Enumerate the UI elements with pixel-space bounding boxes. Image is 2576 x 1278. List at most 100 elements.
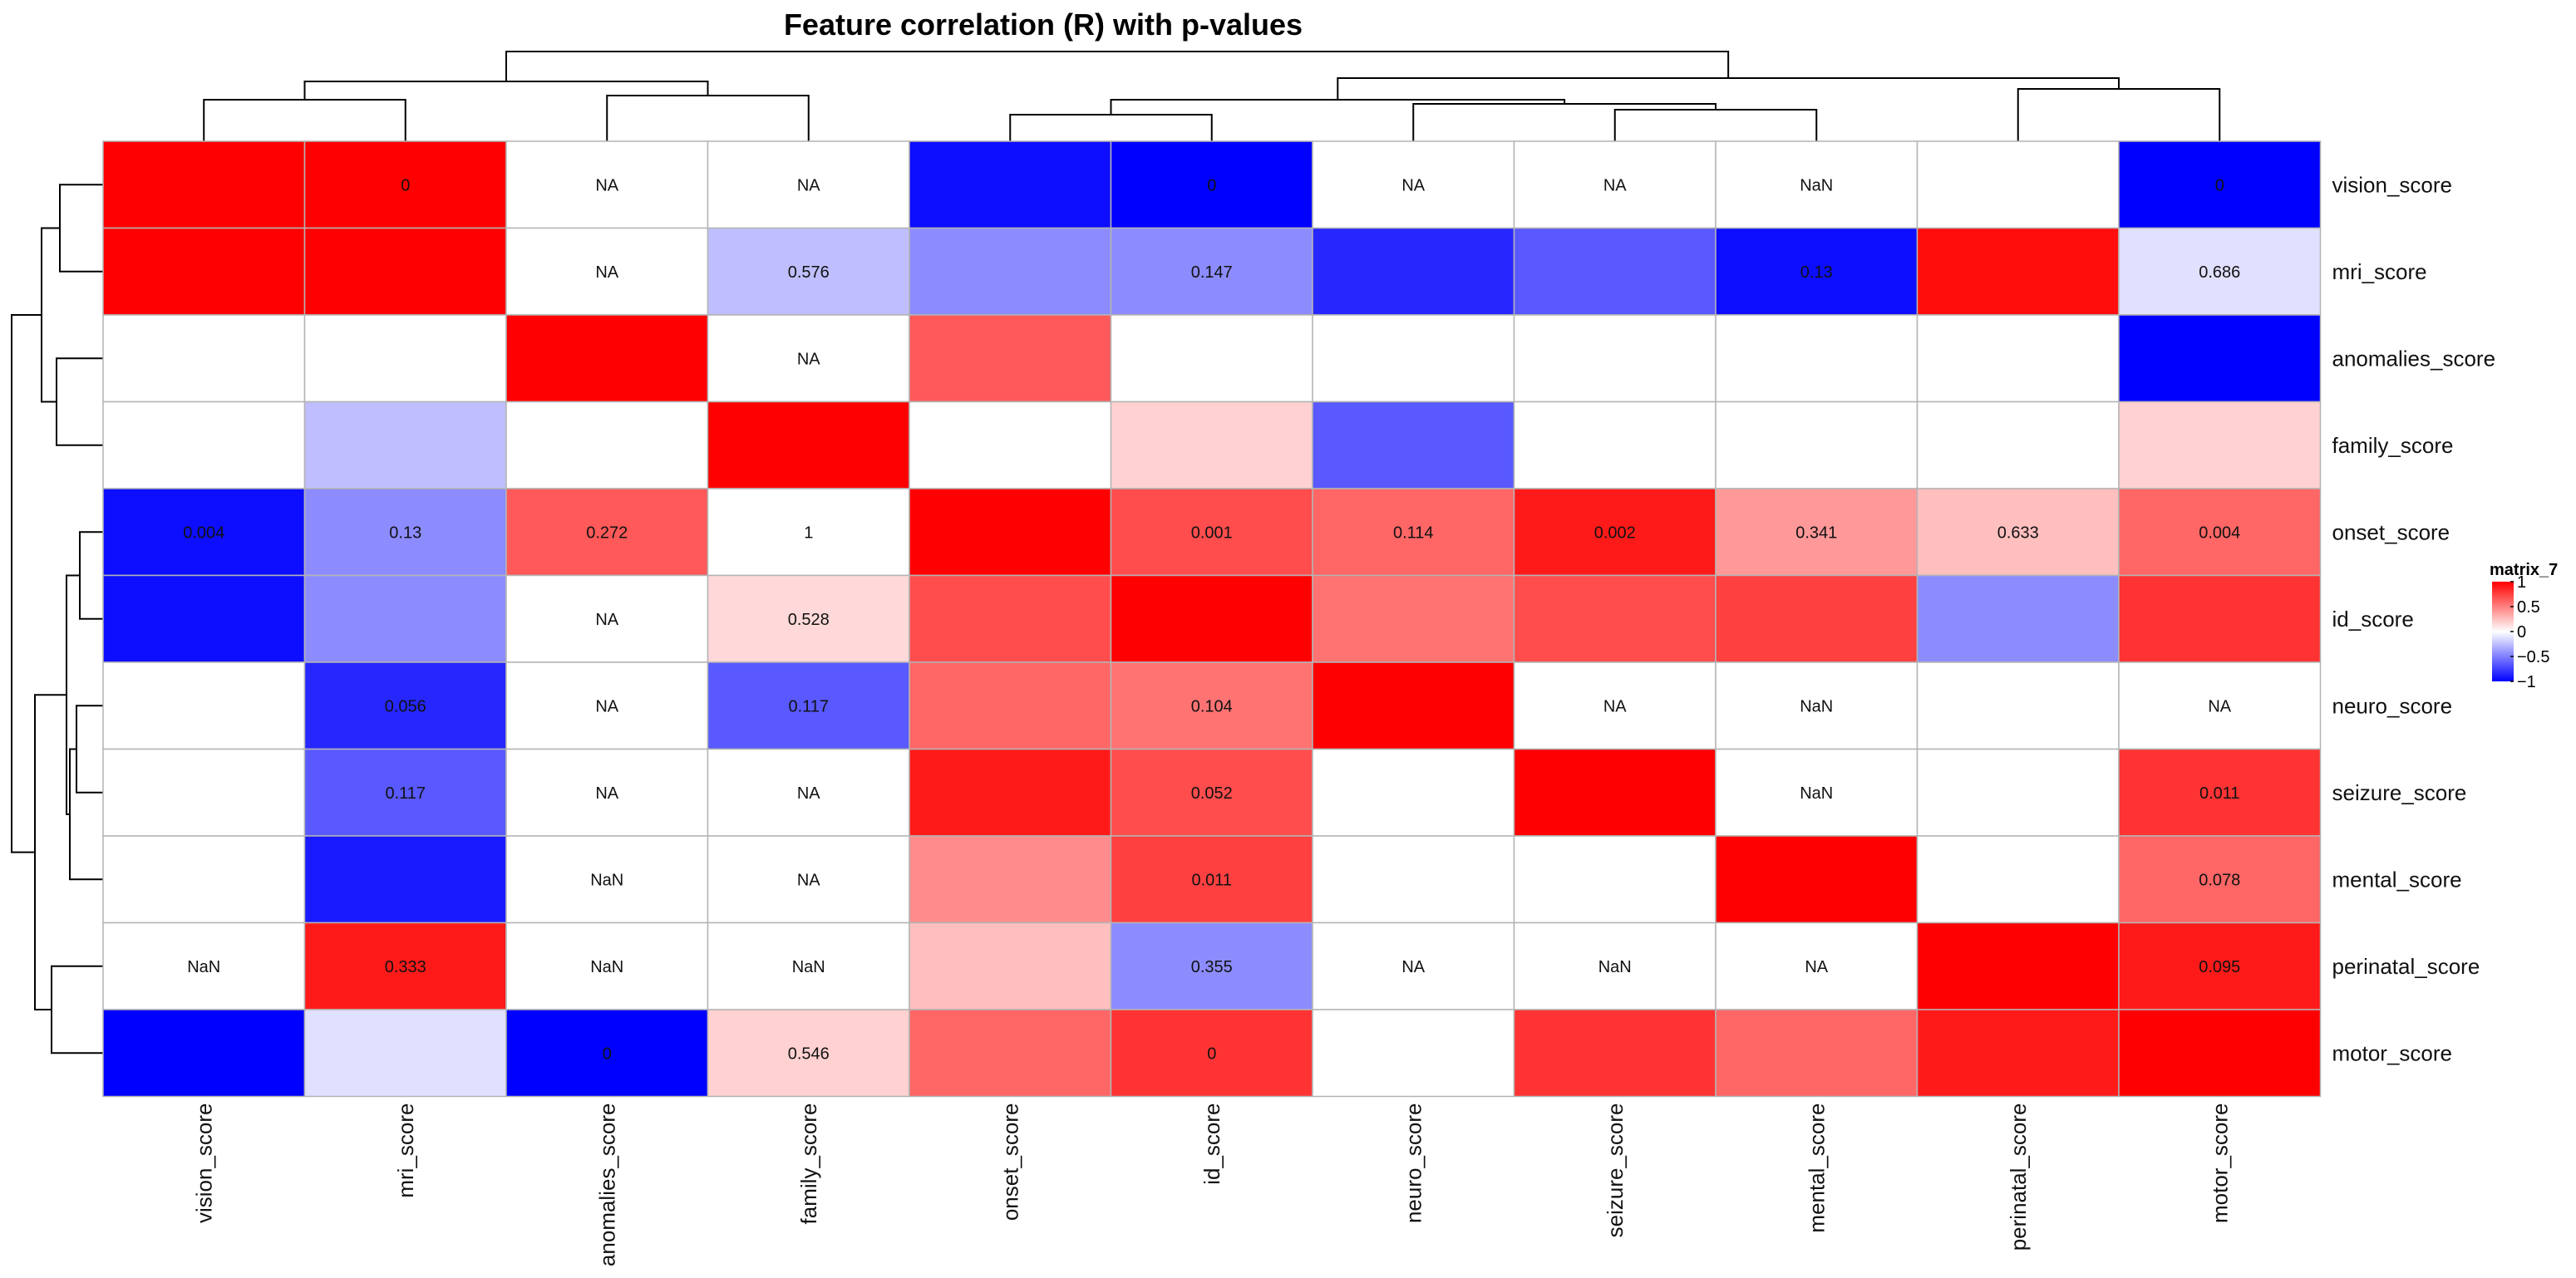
heatmap-cell: [909, 574, 1112, 663]
row-dendrogram-branch: [11, 314, 42, 853]
legend-tick-label: −0.5: [2517, 648, 2549, 666]
heatmap-cell: [2118, 401, 2322, 489]
heatmap-cell: [1312, 1009, 1515, 1098]
heatmap-cell: [303, 488, 507, 577]
heatmap-cell: [1312, 835, 1515, 924]
cell-label: 0.114: [1393, 523, 1434, 542]
column-dendrogram-branch: [1337, 77, 2120, 100]
column-label: family_score: [796, 1104, 821, 1225]
heatmap-cell: [102, 1009, 306, 1098]
heatmap-cell: [505, 488, 709, 577]
cell-label: 0.001: [1191, 523, 1233, 542]
heatmap-cell: [2118, 488, 2322, 577]
heatmap-cell: [303, 661, 507, 750]
heatmap-cell: [909, 488, 1112, 577]
cell-label: 0: [2215, 176, 2224, 194]
cell-label: NA: [1401, 176, 1425, 194]
heatmap-cell: [1110, 1009, 1313, 1098]
heatmap-cell: [1312, 314, 1515, 403]
heatmap-cell: [102, 661, 306, 750]
heatmap-cell: [2118, 314, 2322, 403]
cell-label: NA: [595, 176, 618, 194]
row-label: motor_score: [2332, 1040, 2453, 1065]
cell-label: 0.095: [2199, 958, 2240, 976]
cell-label: NaN: [1800, 176, 1833, 194]
heatmap-cell: [1916, 314, 2120, 403]
column-dendrogram-branch: [606, 95, 810, 141]
row-dendrogram-branch: [59, 184, 103, 273]
cell-label: 0.117: [385, 784, 426, 803]
row-dendrogram-branch: [76, 705, 103, 794]
heatmap-cell: [909, 922, 1112, 1010]
column-dendrogram-branch: [203, 99, 406, 141]
column-dendrogram-branch: [505, 51, 1730, 81]
column-dendrogram-branch: [1613, 109, 1818, 141]
cell-label: 0.686: [2199, 263, 2240, 282]
heatmap-cell: [1312, 401, 1515, 489]
heatmap-cell: [707, 227, 910, 316]
row-label: onset_score: [2332, 519, 2450, 544]
cell-label: 0.355: [1191, 958, 1233, 976]
heatmap-cell: [505, 835, 709, 924]
heatmap-cell: [707, 140, 910, 229]
column-label: id_score: [1199, 1104, 1224, 1185]
cell-label: 0.104: [1191, 697, 1233, 715]
row-label: family_score: [2332, 433, 2454, 458]
column-label: mental_score: [1804, 1104, 1829, 1233]
cell-label: NA: [1805, 958, 1828, 976]
heatmap-cell: [303, 140, 507, 229]
legend-tick-label: 0.5: [2517, 598, 2540, 617]
heatmap-cell: [102, 835, 306, 924]
cell-label: 0.004: [183, 523, 224, 542]
heatmap-cell: [1715, 748, 1918, 837]
heatmap-cell: [1312, 661, 1515, 750]
cell-label: 0.117: [788, 697, 829, 715]
heatmap-cell: [1513, 1009, 1717, 1098]
heatmap-cell: [707, 835, 910, 924]
column-label: neuro_score: [1401, 1104, 1426, 1224]
row-label: neuro_score: [2332, 693, 2453, 718]
cell-label: 0.333: [385, 958, 426, 976]
row-label: seizure_score: [2332, 780, 2467, 805]
heatmap-cell: [102, 574, 306, 663]
heatmap-cell: [1312, 748, 1515, 837]
cell-label: 0.528: [788, 611, 830, 629]
heatmap-cell: [1513, 574, 1717, 663]
row-label: vision_score: [2332, 172, 2453, 197]
cell-label: 0.004: [2199, 523, 2240, 542]
cell-label: 0.052: [1191, 784, 1233, 803]
heatmap-cell: [102, 314, 306, 403]
cell-label: 0.13: [389, 523, 421, 542]
heatmap-cell: [102, 227, 306, 316]
cell-label: NA: [797, 176, 820, 194]
cell-label: NA: [797, 871, 820, 889]
row-label: id_score: [2332, 607, 2414, 632]
heatmap-cell: [707, 1009, 910, 1098]
heatmap-cell: [1916, 661, 2120, 750]
heatmap-cell: [707, 574, 910, 663]
cell-label: NA: [595, 697, 618, 715]
heatmap-cell: [102, 140, 306, 229]
column-label: onset_score: [997, 1104, 1022, 1221]
heatmap-cell: [1110, 401, 1313, 489]
heatmap-cell: [1513, 661, 1717, 750]
cell-label: NA: [797, 350, 820, 368]
heatmap-cell: [1312, 227, 1515, 316]
cell-label: NaN: [590, 958, 623, 976]
column-dendrogram-branch: [2017, 88, 2221, 141]
heatmap-cell: [505, 748, 709, 837]
column-label: vision_score: [191, 1104, 216, 1224]
heatmap-cell: [1110, 922, 1313, 1010]
heatmap-cell: [1916, 922, 2120, 1010]
heatmap-cell: [1715, 314, 1918, 403]
heatmap-cell: [707, 748, 910, 837]
cell-label: NA: [797, 784, 820, 803]
cell-label: NaN: [1800, 697, 1833, 715]
cell-label: NA: [1603, 697, 1627, 715]
legend-tick-label: −1: [2517, 673, 2536, 691]
heatmap-cell: [1916, 1009, 2120, 1098]
heatmap-cell: [707, 401, 910, 489]
row-dendrogram-branch: [51, 965, 103, 1054]
column-label: motor_score: [2207, 1104, 2232, 1224]
